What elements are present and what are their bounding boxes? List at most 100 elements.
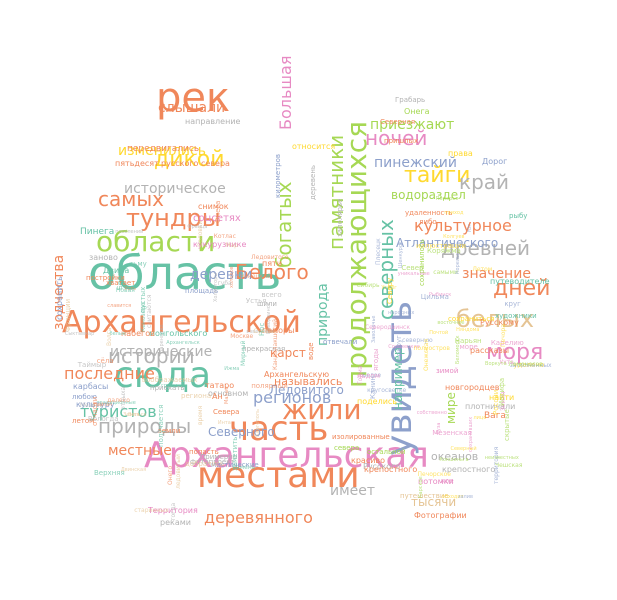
cloud-word: старинных bbox=[134, 506, 169, 514]
cloud-word: полярный bbox=[251, 381, 288, 390]
cloud-word: пяти bbox=[262, 259, 282, 268]
cloud-word: Корелы bbox=[455, 254, 462, 275]
cloud-word: заполярье bbox=[336, 198, 344, 237]
cloud-word: реками bbox=[160, 518, 191, 527]
cloud-word: татаро bbox=[205, 381, 235, 390]
cloud-word: Тойма bbox=[356, 365, 364, 385]
cloud-word: отдыха bbox=[120, 386, 128, 410]
cloud-word: крепостного bbox=[364, 465, 418, 474]
cloud-word: кукурузнике bbox=[193, 240, 247, 249]
cloud-word: уникальные bbox=[397, 270, 430, 277]
cloud-word: Новодвинск bbox=[265, 302, 272, 334]
cloud-word: воображаемых bbox=[141, 375, 198, 384]
cloud-word: Архангельской bbox=[62, 305, 301, 340]
cloud-word: Фотографии bbox=[414, 511, 467, 520]
cloud-word: белые bbox=[109, 331, 126, 338]
cloud-word: Малые bbox=[224, 385, 231, 404]
cloud-word: пустых bbox=[138, 286, 147, 313]
cloud-word: художники bbox=[495, 312, 537, 320]
cloud-word: Волга bbox=[106, 327, 114, 346]
cloud-word: самыми bbox=[433, 269, 458, 277]
cloud-word: Чешская bbox=[494, 461, 523, 469]
cloud-word: уделено bbox=[513, 361, 545, 370]
cloud-word: назывались bbox=[274, 375, 343, 388]
cloud-word: Новая bbox=[115, 287, 135, 295]
cloud-word: слышали bbox=[158, 100, 226, 116]
cloud-word: лицо bbox=[473, 415, 487, 422]
cloud-word: Франца bbox=[187, 224, 208, 231]
cloud-word: историческое bbox=[124, 181, 226, 197]
cloud-word: Мар bbox=[225, 242, 238, 250]
cloud-word: Вайгач bbox=[93, 401, 112, 408]
cloud-word: рыбу bbox=[509, 212, 528, 220]
cloud-word: Баренцево bbox=[158, 324, 165, 354]
cloud-word: Северодвинск bbox=[364, 324, 410, 332]
cloud-word: Большая bbox=[276, 55, 295, 131]
cloud-word: северных bbox=[374, 219, 398, 320]
cloud-word: Грабарь bbox=[395, 96, 426, 104]
cloud-word: камень bbox=[232, 463, 256, 471]
cloud-word: Северная bbox=[380, 118, 416, 126]
cloud-word: Юг bbox=[466, 223, 473, 232]
cloud-word: русского bbox=[161, 159, 199, 168]
cloud-word: земли bbox=[158, 427, 181, 435]
cloud-word: часть bbox=[229, 409, 329, 449]
cloud-word: основном bbox=[208, 389, 249, 398]
cloud-word: Франции bbox=[64, 299, 73, 333]
cloud-word: Белого bbox=[235, 260, 309, 284]
cloud-word: Котлас bbox=[213, 232, 236, 240]
cloud-word: пришлых bbox=[384, 137, 419, 145]
cloud-word: Онежская bbox=[423, 339, 431, 371]
cloud-word: водораздел bbox=[391, 188, 466, 202]
cloud-word: тогда bbox=[170, 502, 178, 521]
cloud-word: восточнее bbox=[437, 320, 465, 327]
cloud-word: Онего bbox=[166, 465, 174, 486]
cloud-word: Онега bbox=[404, 107, 430, 116]
cloud-word: удаленность bbox=[405, 209, 453, 217]
cloud-word: губа bbox=[217, 280, 232, 288]
cloud-word: любою bbox=[72, 393, 97, 401]
cloud-word: моря bbox=[486, 340, 544, 365]
cloud-word: край bbox=[459, 170, 510, 194]
cloud-word: летом bbox=[72, 417, 95, 425]
cloud-word: Устья bbox=[245, 296, 267, 305]
cloud-word: права bbox=[448, 149, 473, 158]
cloud-word: зимой bbox=[436, 367, 459, 375]
cloud-word: Примерно bbox=[200, 453, 238, 461]
cloud-word: ледовитый bbox=[175, 453, 183, 489]
cloud-word: Усть bbox=[124, 285, 136, 292]
cloud-word: Инта bbox=[217, 420, 231, 427]
cloud-word: Северу bbox=[386, 277, 394, 304]
cloud-word: получается bbox=[157, 404, 166, 447]
cloud-word: Сухона bbox=[253, 328, 276, 336]
cloud-word: Летом bbox=[472, 266, 493, 274]
cloud-word: время bbox=[197, 405, 205, 425]
cloud-word: путеводителе bbox=[490, 277, 550, 286]
cloud-word: ягоды bbox=[372, 348, 381, 372]
cloud-word: поморы bbox=[262, 326, 295, 335]
cloud-word: севера bbox=[334, 444, 360, 452]
cloud-word: местные bbox=[108, 443, 172, 459]
cloud-word: кругосветке bbox=[367, 387, 407, 395]
cloud-word: значение bbox=[462, 266, 531, 282]
cloud-word: Территория bbox=[148, 506, 198, 515]
cloud-word: поселений bbox=[115, 228, 144, 235]
cloud-word: залив bbox=[457, 494, 473, 501]
cloud-word: приезжают bbox=[370, 117, 455, 133]
cloud-word: либо bbox=[419, 218, 437, 226]
cloud-word: последние bbox=[64, 364, 155, 383]
cloud-word: культурное bbox=[414, 216, 512, 235]
cloud-word: считаются bbox=[146, 294, 154, 328]
cloud-word: Нос bbox=[258, 322, 267, 336]
cloud-word: Няндома bbox=[456, 326, 480, 333]
cloud-word: Иосифа bbox=[497, 377, 506, 407]
cloud-word: традиционные bbox=[96, 400, 136, 406]
cloud-word: Карское bbox=[418, 476, 425, 499]
cloud-word: туристов bbox=[80, 402, 157, 421]
cloud-word: области bbox=[96, 225, 216, 258]
cloud-word: сёла bbox=[96, 357, 114, 366]
cloud-word: Ан bbox=[212, 392, 223, 401]
cloud-word: Соловецкие bbox=[388, 344, 420, 351]
cloud-word: Атлантического bbox=[396, 236, 499, 250]
cloud-word: самых bbox=[98, 187, 164, 211]
